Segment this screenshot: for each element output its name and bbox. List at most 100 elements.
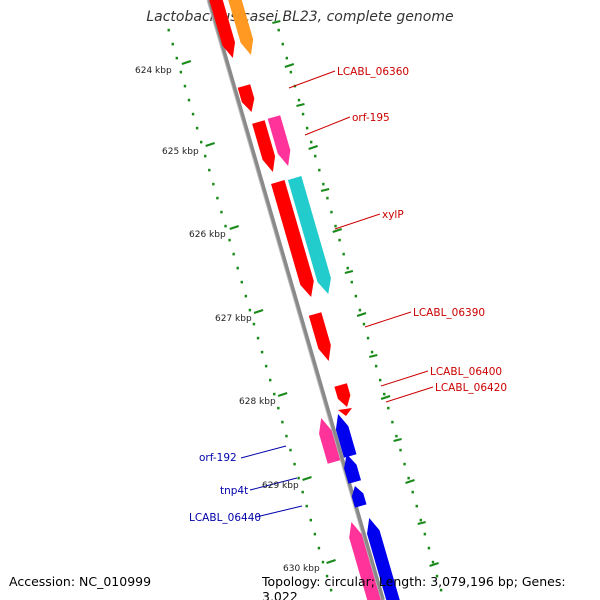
- label-orf-192[interactable]: orf-192: [199, 452, 237, 464]
- kbp-label-625: 625 kbp: [162, 147, 199, 157]
- label-leader-line: [385, 386, 434, 403]
- minor-tick: [296, 103, 305, 107]
- guide-dot-inner: [204, 154, 207, 158]
- gene-orange: [228, 0, 254, 55]
- kbp-label-627: 627 kbp: [215, 314, 252, 324]
- guide-dot-outer: [395, 434, 398, 438]
- guide-dot-inner: [195, 126, 199, 130]
- kbp-label-630: 630 kbp: [283, 564, 320, 574]
- guide-dot-outer: [330, 210, 333, 214]
- gene-blue: [344, 454, 362, 484]
- kbp-ticks: [181, 20, 439, 568]
- guide-dot-inner: [329, 588, 333, 592]
- guide-dot-outer: [435, 574, 439, 578]
- guide-dot-outer: [354, 294, 358, 298]
- guide-dot-inner: [269, 378, 272, 382]
- label-orf-195[interactable]: orf-195: [352, 112, 390, 124]
- label-xylp[interactable]: xylP: [382, 209, 404, 221]
- guide-dot-outer: [297, 98, 301, 102]
- minor-tick: [272, 20, 281, 24]
- guide-dot-outer: [431, 560, 435, 564]
- guide-dot-inner: [167, 28, 170, 32]
- guide-dot-outer: [350, 280, 353, 284]
- guide-dot-inner: [236, 266, 239, 270]
- guide-dot-outer: [415, 504, 418, 508]
- guide-dot-outer: [305, 126, 309, 130]
- guide-dot-inner: [199, 140, 203, 144]
- guide-dot-inner: [321, 560, 325, 564]
- guide-dot-inner: [317, 546, 321, 550]
- label-lcabl-06390[interactable]: LCABL_06390: [413, 307, 485, 319]
- guide-dot-outer: [318, 168, 321, 172]
- genome-backbone: [207, 0, 385, 600]
- gene-blue: [351, 486, 367, 508]
- guide-dot-outer: [411, 490, 414, 494]
- kbp-tick-outer: [380, 394, 391, 401]
- label-lcabl-06420[interactable]: LCABL_06420: [435, 382, 507, 394]
- label-leader-line: [380, 370, 429, 387]
- guide-dot-inner: [277, 406, 280, 410]
- guide-dot-outer: [399, 448, 402, 452]
- kbp-tick-inner: [253, 308, 264, 315]
- guide-dot-inner: [187, 98, 191, 102]
- guide-dot-inner: [179, 70, 183, 74]
- label-lcabl-06360[interactable]: LCABL_06360: [337, 66, 409, 78]
- kbp-tick-outer: [332, 227, 343, 234]
- kbp-labels: 624 kbp 625 kbp 626 kbp 627 kbp 628 kbp …: [135, 66, 320, 574]
- guide-dot-outer: [362, 322, 366, 326]
- label-leader-line: [288, 70, 336, 89]
- genome-backbone-highlight: [206, 0, 382, 600]
- guide-dot-outer: [387, 406, 390, 410]
- kbp-label-629: 629 kbp: [262, 481, 299, 491]
- guide-dot-outer: [403, 462, 406, 466]
- guide-dot-outer: [379, 378, 382, 382]
- kbp-tick-outer: [429, 561, 439, 568]
- guide-dot-inner: [240, 280, 243, 284]
- guide-dot-outer: [281, 42, 284, 46]
- guide-dot-inner: [175, 56, 179, 60]
- guide-dot-outer: [309, 140, 313, 144]
- guide-dot-inner: [293, 462, 296, 466]
- accession-text: Accession: NC_010999: [9, 574, 152, 589]
- kbp-tick-outer: [356, 311, 367, 318]
- guide-dot-inner: [301, 490, 304, 494]
- guide-dot-inner: [260, 350, 264, 354]
- guide-dot-inner: [313, 532, 317, 536]
- guide-dot-inner: [212, 182, 215, 186]
- label-leaders: [240, 70, 434, 518]
- gene-labels: LCABL_06360 orf-195 xylP LCABL_06390 LCA…: [189, 66, 507, 524]
- guide-dot-inner: [297, 476, 300, 480]
- kbp-tick-inner: [302, 475, 312, 482]
- minor-tick: [417, 521, 426, 525]
- gene-red: [334, 383, 351, 407]
- guide-dot-outer: [383, 392, 386, 396]
- label-lcabl-06440[interactable]: LCABL_06440: [189, 512, 261, 524]
- kbp-tick-outer: [308, 144, 318, 151]
- guide-dot-outer: [342, 252, 345, 256]
- guide-dot-inner: [281, 420, 284, 424]
- minor-tick: [393, 438, 402, 442]
- kbp-label-626: 626 kbp: [189, 230, 226, 240]
- gene-red: [237, 84, 255, 112]
- guide-dot-inner: [232, 252, 235, 256]
- minor-tick: [368, 354, 378, 358]
- gene-magenta: [319, 418, 341, 464]
- guide-dot-outer: [423, 532, 427, 536]
- guide-dot-outer: [334, 224, 337, 228]
- kbp-label-628: 628 kbp: [239, 397, 276, 407]
- guide-dot-outer: [346, 266, 349, 270]
- guide-dot-inner: [264, 364, 268, 368]
- label-leader-line: [334, 213, 381, 230]
- kbp-tick-outer: [284, 62, 295, 69]
- guide-dot-inner: [325, 574, 329, 578]
- label-tnp4t[interactable]: tnp4t: [220, 485, 248, 497]
- topology-text: Topology: circular; Length: 3,079,196 bp…: [262, 574, 566, 600]
- gene-cyan: [287, 176, 331, 294]
- label-lcabl-06400[interactable]: LCABL_06400: [430, 366, 502, 378]
- guide-dot-outer: [407, 476, 410, 480]
- guide-dot-inner: [224, 224, 227, 228]
- minor-tick: [320, 188, 330, 192]
- track-guides: [167, 28, 443, 592]
